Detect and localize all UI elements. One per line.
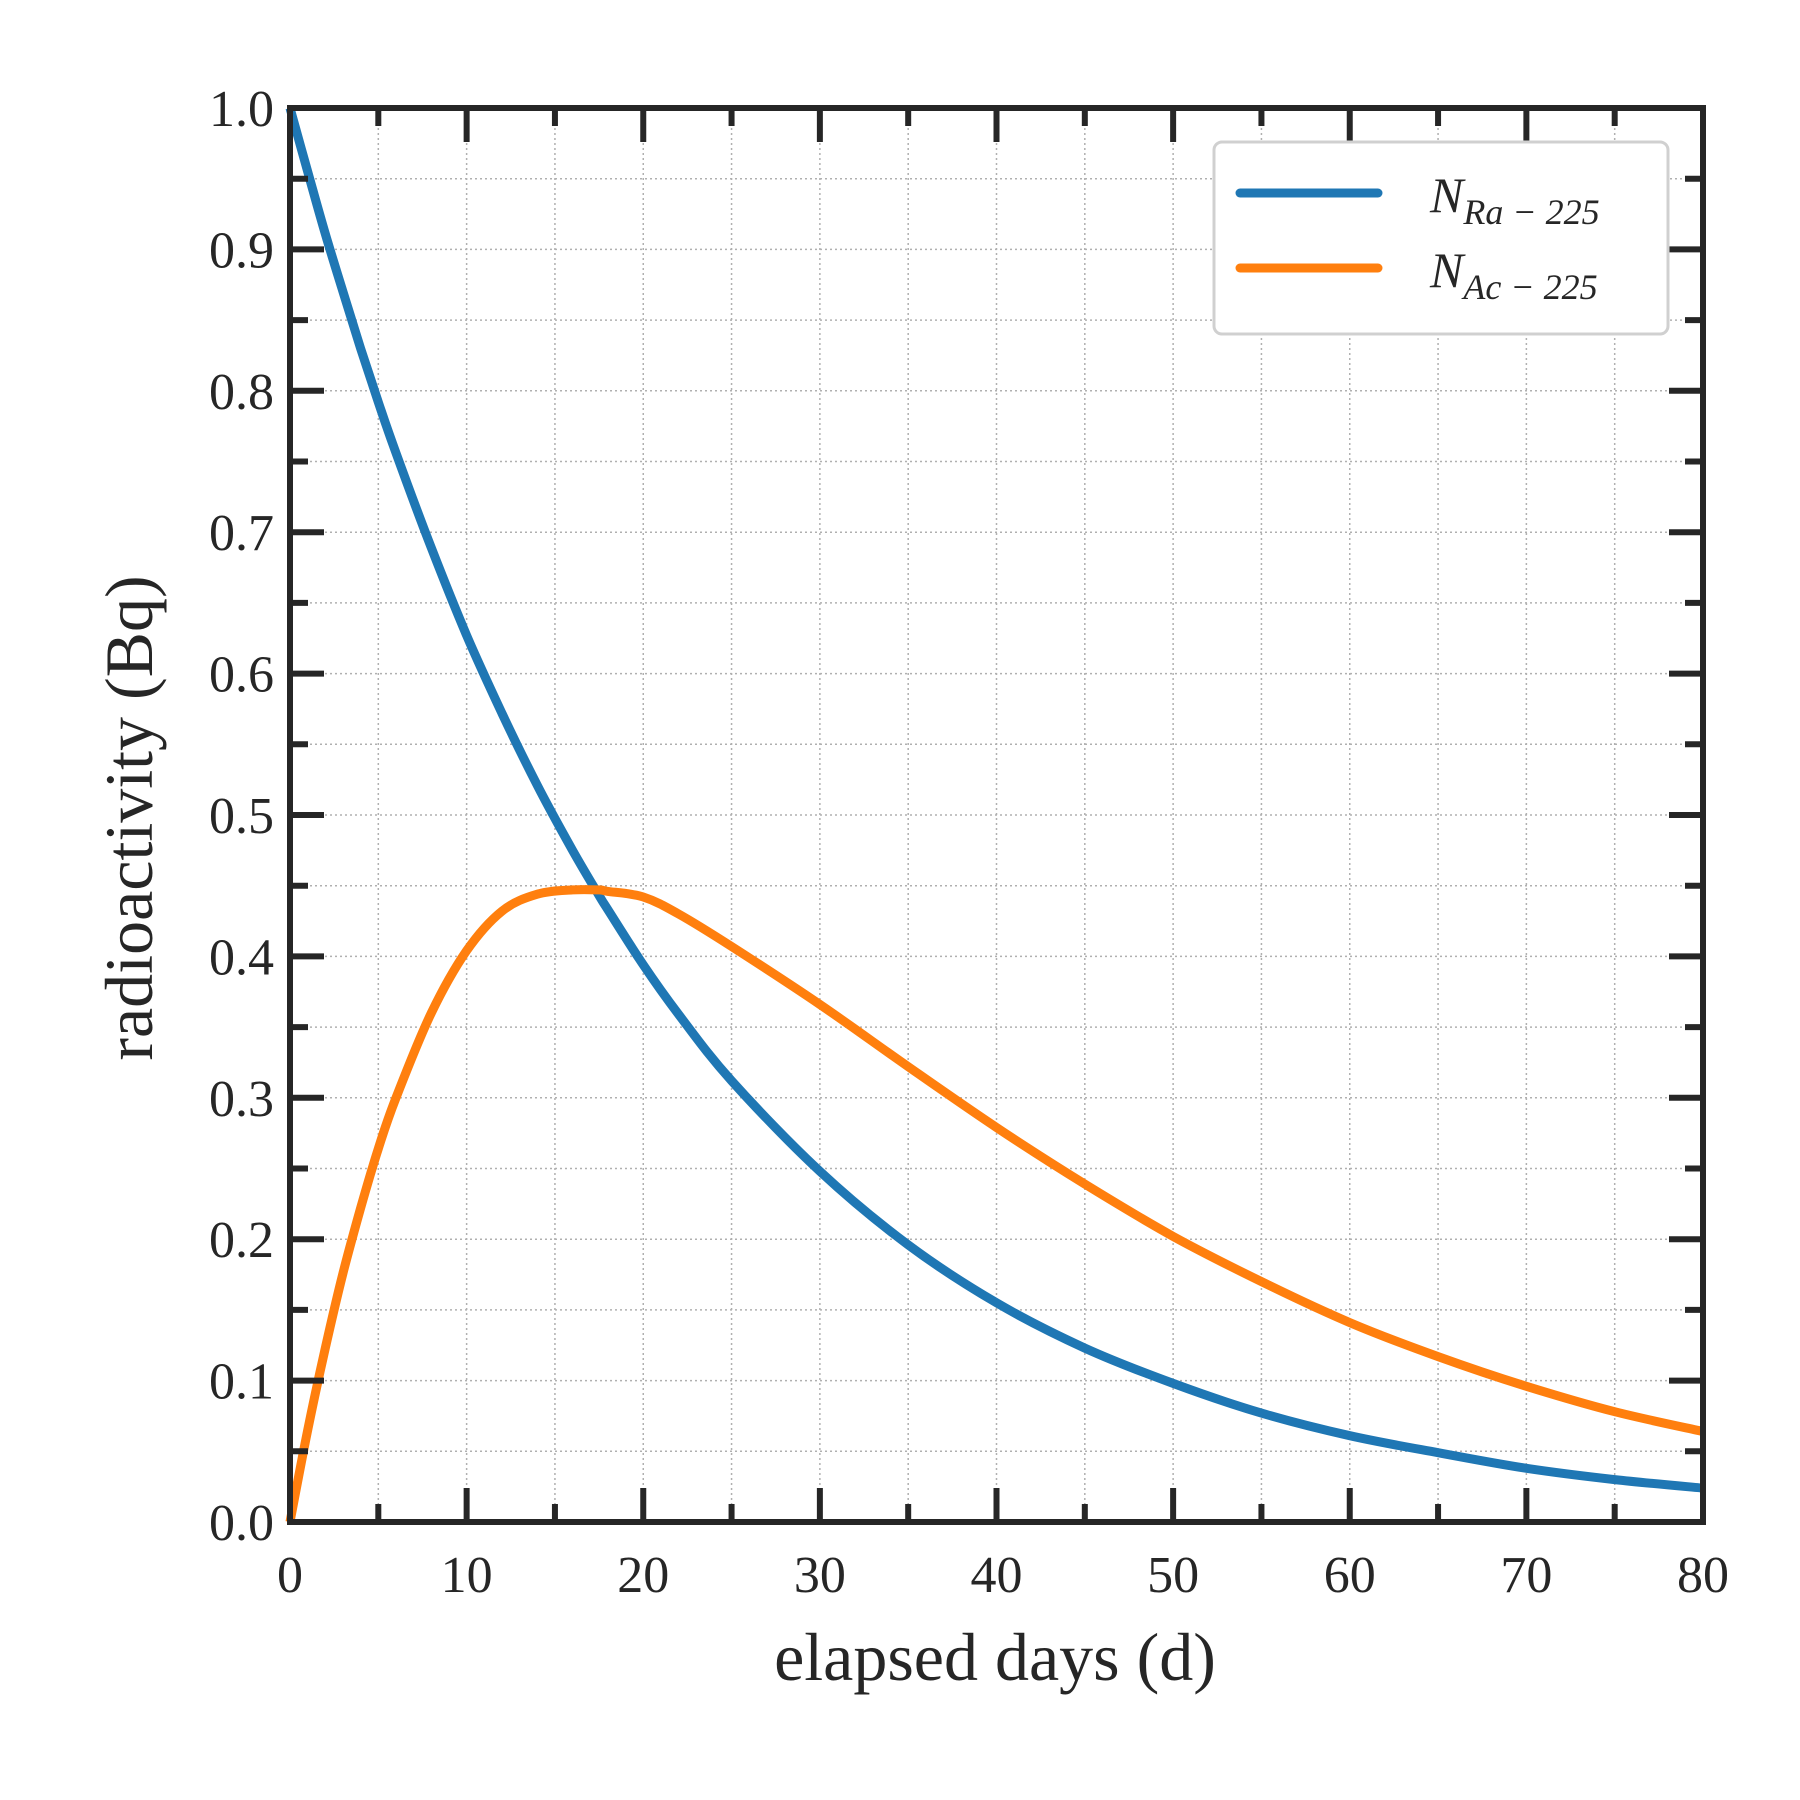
- y-tick-label: 0.3: [209, 1071, 274, 1128]
- x-tick-label: 70: [1500, 1547, 1552, 1604]
- y-tick-label: 0.9: [209, 222, 274, 279]
- plot-lines: [285, 106, 1704, 1523]
- y-tick-label: 0.4: [209, 929, 274, 986]
- tick-marks: [287, 105, 1706, 1525]
- series-line-ra225: [285, 106, 1704, 1493]
- x-tick-label: 80: [1677, 1547, 1729, 1604]
- x-tick-label: 50: [1147, 1547, 1199, 1604]
- x-tick-label: 20: [617, 1547, 669, 1604]
- legend-label-ra225: NRa − 225: [1429, 167, 1600, 232]
- legend-label-ac225: NAc − 225: [1429, 242, 1598, 307]
- y-tick-label: 0.6: [209, 647, 274, 704]
- tick-labels: 0 10 20 30 40 50 60 70 80 0.0 0.1 0.2 0.3 0.4 0.5 0.6 0.…: [209, 81, 1729, 1604]
- legend: NRa − 225 NAc − 225: [1212, 140, 1670, 336]
- x-tick-label: 40: [971, 1547, 1023, 1604]
- legend-label-ac225-main: N: [1429, 242, 1466, 298]
- y-tick-label: 0.2: [209, 1212, 274, 1269]
- y-tick-label: 0.1: [209, 1354, 274, 1411]
- x-axis-title: elapsed days (d): [774, 1619, 1216, 1695]
- series-line-ac225: [285, 885, 1704, 1523]
- y-tick-label: 0.0: [209, 1495, 274, 1552]
- y-tick-label: 0.5: [209, 788, 274, 845]
- legend-label-ra225-sub: Ra − 225: [1462, 192, 1599, 232]
- x-tick-label: 60: [1324, 1547, 1376, 1604]
- y-tick-label: 1.0: [209, 81, 274, 138]
- x-tick-label: 10: [441, 1547, 493, 1604]
- y-tick-label: 0.8: [209, 364, 274, 421]
- legend-label-ac225-sub: Ac − 225: [1461, 267, 1597, 307]
- x-tick-label: 30: [794, 1547, 846, 1604]
- y-axis-title: radioactivity (Bq): [91, 575, 167, 1060]
- legend-label-ra225-main: N: [1429, 167, 1466, 223]
- x-tick-label: 0: [277, 1547, 303, 1604]
- y-tick-label: 0.7: [209, 505, 274, 562]
- grid: [290, 108, 1703, 1522]
